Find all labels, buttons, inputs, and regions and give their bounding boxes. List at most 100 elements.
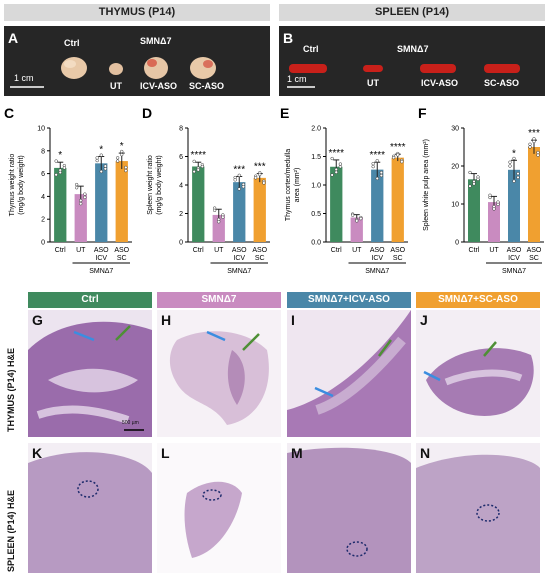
- x-tick-label: ICV: [233, 255, 245, 262]
- panel-letter: E: [280, 105, 289, 121]
- x-tick-label: UT: [489, 247, 499, 254]
- data-point: [528, 142, 532, 146]
- data-point: [379, 173, 383, 178]
- bar-sc: [115, 161, 128, 242]
- data-point: [237, 187, 241, 191]
- data-point: [262, 181, 266, 185]
- significance-label: *: [99, 145, 103, 156]
- y-tick-label: 20: [451, 164, 459, 171]
- col-header-ctrl: Ctrl: [28, 292, 152, 308]
- thymus-icv: [144, 57, 168, 79]
- data-point: [54, 173, 58, 177]
- y-tick-label: 30: [451, 126, 459, 133]
- x-tick-label: Ctrl: [331, 247, 342, 254]
- data-point: [334, 170, 338, 174]
- row-label-spleen: SPLEEN (P14) H&E: [6, 489, 16, 572]
- bar-sc: [391, 157, 404, 242]
- y-tick-label: 10: [451, 202, 459, 209]
- panel-letter: F: [418, 105, 427, 121]
- group-label: SMNΔ7: [502, 268, 526, 275]
- thymus-organs: [10, 57, 216, 88]
- data-point: [330, 156, 334, 161]
- y-tick-label: 0: [41, 240, 45, 247]
- data-point: [120, 153, 124, 157]
- significance-label: ***: [528, 128, 540, 139]
- data-point: [58, 170, 62, 175]
- bar-ctrl: [468, 179, 480, 242]
- col-header-sc: SMNΔ7+SC-ASO: [416, 292, 540, 308]
- data-point: [79, 202, 83, 206]
- model-label: SMNΔ7: [140, 36, 172, 46]
- significance-label: ****: [190, 150, 206, 161]
- x-tick-label: ASO: [232, 247, 247, 254]
- thymus-section-i: [287, 310, 411, 437]
- bar-ctrl: [330, 166, 343, 242]
- thymus-header: THYMUS (P14): [4, 4, 270, 21]
- histo-g-ctrl-thymus: G 500 µm: [28, 310, 152, 437]
- spleen-section-m: [287, 447, 411, 573]
- histo-h-smn-thymus: H: [157, 310, 281, 437]
- significance-label: ***: [254, 162, 266, 173]
- y-tick-label: 8: [179, 126, 183, 133]
- data-point: [120, 149, 124, 154]
- data-point: [258, 172, 262, 177]
- thymus-sc: [190, 57, 216, 79]
- data-point: [488, 195, 492, 200]
- thymus-section-j: [423, 341, 534, 416]
- data-point: [379, 170, 383, 175]
- y-tick-label: 0: [179, 240, 183, 247]
- data-point: [508, 160, 512, 164]
- spleen-photo-panel: B Ctrl SMNΔ7 UT ICV-ASO SC-ASO 1 cm: [279, 26, 545, 96]
- group-label: SMNΔ7: [89, 268, 113, 275]
- significance-label: *: [58, 150, 62, 161]
- data-point: [99, 169, 103, 174]
- bar-ctrl: [54, 167, 67, 242]
- chart-d: D Spleen weight ratio (mg/g body weight) 0 2…: [138, 100, 276, 300]
- data-point: [508, 164, 512, 168]
- panel-letter-b: B: [283, 30, 294, 46]
- significance-label: ****: [390, 142, 406, 153]
- data-point: [237, 173, 241, 177]
- data-point: [512, 156, 516, 161]
- y-axis-label: Spleen weight ratio: [147, 155, 154, 215]
- y-tick-label: 0.0: [311, 240, 321, 247]
- spleen-header: SPLEEN (P14): [279, 4, 545, 21]
- data-point: [200, 164, 204, 169]
- bar-sc: [528, 147, 540, 242]
- bar-icv: [371, 169, 384, 242]
- data-point: [103, 167, 107, 171]
- bar-ut: [488, 202, 500, 242]
- thymus-section-g: [28, 321, 152, 437]
- data-point: [492, 207, 496, 211]
- data-point: [62, 166, 66, 170]
- data-point: [359, 216, 363, 221]
- data-point: [54, 159, 58, 163]
- data-point: [516, 171, 520, 176]
- data-point: [103, 164, 107, 168]
- y-tick-label: 6: [41, 171, 45, 178]
- data-point: [371, 164, 375, 169]
- x-tick-label: Ctrl: [55, 247, 66, 254]
- thymus-ctrl: [61, 57, 87, 79]
- y-tick-label: 1.5: [311, 154, 321, 161]
- data-point: [124, 165, 128, 170]
- thymus-section-h: [169, 330, 269, 425]
- x-tick-label: ASO: [252, 247, 267, 254]
- data-point: [83, 195, 87, 199]
- data-point: [95, 156, 99, 160]
- x-tick-label: ASO: [507, 247, 522, 254]
- thymus-ut: [109, 63, 123, 75]
- x-tick-label: ASO: [114, 247, 129, 254]
- y-axis-label: area (mm²): [294, 168, 301, 203]
- col-header-smn: SMNΔ7: [157, 292, 281, 308]
- x-tick-label: ICV: [508, 255, 520, 262]
- data-point: [396, 153, 400, 157]
- y-axis-label: (mg/g body weight): [156, 155, 163, 215]
- data-point: [116, 156, 120, 160]
- data-point: [334, 167, 338, 172]
- panel-letter: D: [142, 105, 152, 121]
- data-point: [375, 176, 379, 181]
- x-tick-label: ASO: [390, 247, 405, 254]
- histo-n-sc-spleen: N: [416, 443, 540, 573]
- x-tick-label: ICV: [371, 255, 383, 262]
